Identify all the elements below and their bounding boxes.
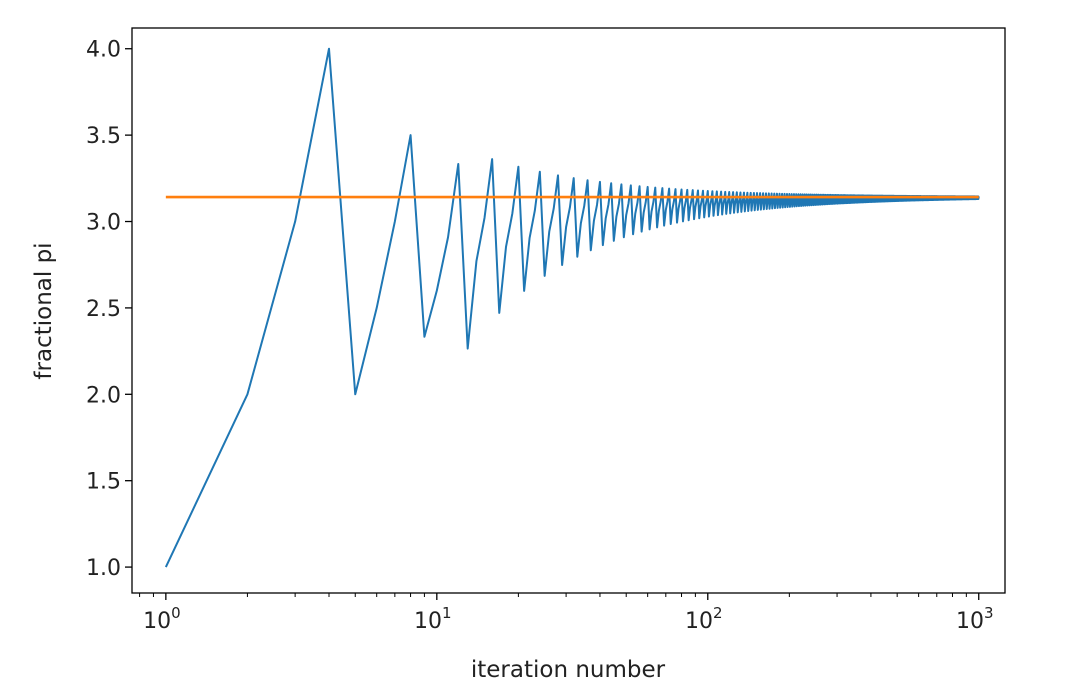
y-tick-label: 1.0 xyxy=(86,556,121,581)
y-tick-label: 2.0 xyxy=(86,383,121,408)
y-tick-label: 4.0 xyxy=(86,38,121,63)
series-layer xyxy=(164,47,980,568)
y-tick-label: 3.0 xyxy=(86,211,121,236)
y-tick-label: 2.5 xyxy=(86,297,121,322)
plot-frame xyxy=(131,27,1006,594)
y-axis-label: fractional pi xyxy=(31,242,57,379)
x-tick-label: 101 xyxy=(414,604,452,634)
ticks-layer: 1.0 1.5 2.0 2.5 3.0 3.5 4.0 100 101 102 103 xyxy=(86,38,994,634)
x-tick-label: 102 xyxy=(685,604,723,634)
y-tick-label: 3.5 xyxy=(86,124,121,149)
x-tick-label: 103 xyxy=(956,604,994,634)
x-tick-label: 100 xyxy=(143,604,181,634)
x-axis-label: iteration number xyxy=(471,657,666,683)
y-tick-label: 1.5 xyxy=(86,470,121,495)
